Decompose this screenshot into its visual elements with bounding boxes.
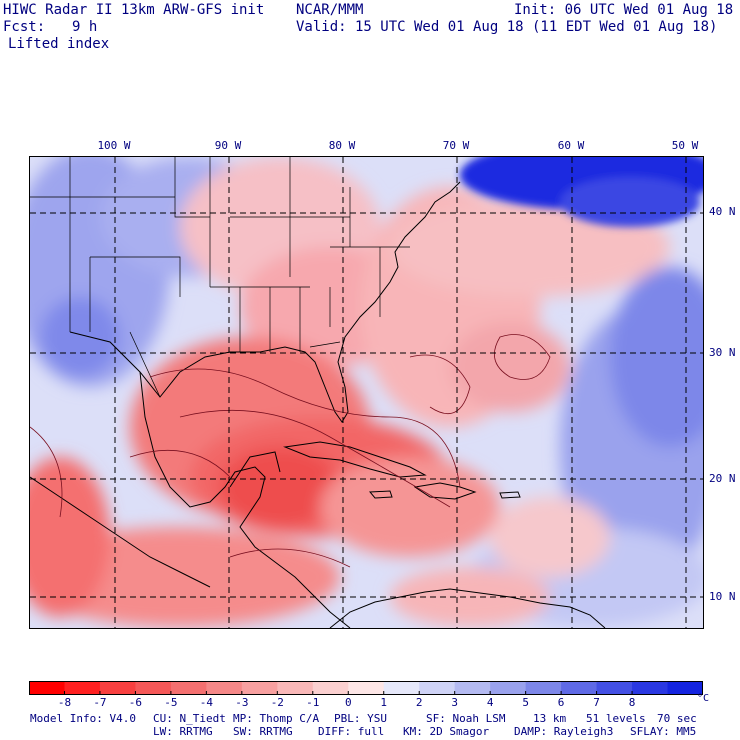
- lon-label-50w: 50 W: [671, 139, 699, 152]
- color-scale-unit: °C: [697, 693, 710, 704]
- coastlines: [30, 181, 606, 628]
- lat-label-40n: 40 N: [709, 205, 736, 218]
- color-scale-swatch: [490, 681, 527, 695]
- color-scale-swatch: [29, 681, 65, 695]
- color-scale-tick-label: 8: [628, 696, 636, 709]
- color-scale-swatch: [135, 681, 172, 695]
- color-scale-swatch: [596, 681, 633, 695]
- contour-lines: [30, 334, 551, 568]
- color-scale-tick-label: -6: [128, 696, 143, 709]
- color-scale-tick-label: -4: [199, 696, 213, 709]
- color-scale-swatch: [419, 681, 456, 695]
- model-info-pbl: PBL: YSU: [334, 712, 387, 725]
- model-info-km: KM: 2D Smagor: [403, 725, 490, 738]
- color-scale-tick-label: -3: [235, 696, 249, 709]
- forecast-hour: 9 h: [72, 19, 98, 35]
- color-scale-tick-label: -1: [306, 696, 320, 709]
- color-scale-swatch: [561, 681, 598, 695]
- graticule: [30, 157, 703, 628]
- lon-label-70w: 70 W: [442, 139, 470, 152]
- lat-label-30n: 30 N: [709, 346, 736, 359]
- color-scale-swatch: [312, 681, 349, 695]
- model-info-cumulus: CU: N_Tiedt: [153, 712, 226, 725]
- color-scale-swatch: [525, 681, 562, 695]
- color-scale-tick-label: -8: [57, 696, 72, 709]
- color-scale-tick-label: 7: [593, 696, 600, 709]
- model-info-longwave: LW: RRTMG: [153, 725, 213, 738]
- color-scale-swatch: [383, 681, 420, 695]
- color-scale-tick-label: -5: [164, 696, 178, 709]
- forecast-label: Fcst:: [3, 19, 46, 35]
- init-time: Init: 06 UTC Wed 01 Aug 18: [514, 2, 734, 18]
- color-scale-tick-label: 6: [557, 696, 565, 709]
- model-info-microphysics: MP: Thomp C/A: [233, 712, 320, 725]
- valid-time: Valid: 15 UTC Wed 01 Aug 18 (11 EDT Wed …: [296, 19, 718, 35]
- lifted-index-field: [30, 157, 703, 628]
- color-scale-tick-label: 2: [415, 696, 423, 709]
- lon-label-100w: 100 W: [97, 139, 131, 152]
- model-info-diffusion: DIFF: full: [318, 725, 385, 738]
- color-scale-tick-label: 1: [380, 696, 388, 709]
- color-scale-tick-label: -2: [270, 696, 284, 709]
- model-title: HIWC Radar II 13km ARW-GFS init: [3, 2, 265, 18]
- model-info-version: Model Info: V4.0: [30, 712, 136, 725]
- model-info-levels: 51 levels: [586, 712, 646, 725]
- lon-label-90w: 90 W: [214, 139, 242, 152]
- color-scale-tick-label: -7: [93, 696, 107, 709]
- lat-label-20n: 20 N: [709, 472, 736, 485]
- color-scale-border: [29, 681, 703, 695]
- color-scale-swatch: [170, 681, 207, 695]
- color-scale-tick-label: 4: [486, 696, 494, 709]
- color-scale-swatch: [99, 681, 136, 695]
- color-scale-swatch: [632, 681, 669, 695]
- color-scale-bar: [29, 681, 703, 695]
- model-info-resolution: 13 km: [533, 712, 567, 725]
- lat-label-10n: 10 N: [709, 590, 736, 603]
- strong-stable-region: [460, 157, 703, 227]
- weather-map: [29, 156, 704, 629]
- lon-label-80w: 80 W: [328, 139, 356, 152]
- color-scale-swatch: [206, 681, 243, 695]
- model-info-damping: DAMP: Rayleigh3: [514, 725, 614, 738]
- color-scale-swatch: [277, 681, 314, 695]
- color-scale-swatch: [241, 681, 278, 695]
- color-scale-swatch: [348, 681, 385, 695]
- lon-label-60w: 60 W: [557, 139, 585, 152]
- field-name: Lifted index: [8, 36, 110, 52]
- color-scale-swatch: [667, 681, 703, 695]
- color-scale-swatch: [64, 681, 101, 695]
- color-scale-swatch: [454, 681, 491, 695]
- model-info-surface: SF: Noah LSM: [426, 712, 506, 725]
- color-scale-tick-label: 5: [522, 696, 529, 709]
- organization-label: NCAR/MMM: [296, 2, 364, 18]
- color-scale-tick-label: 3: [451, 696, 458, 709]
- model-info-surface-layer: SFLAY: MM5: [630, 725, 697, 738]
- model-info-timestep: 70 sec: [657, 712, 697, 725]
- color-scale-tick-label: 0: [344, 696, 352, 709]
- model-info-shortwave: SW: RRTMG: [233, 725, 293, 738]
